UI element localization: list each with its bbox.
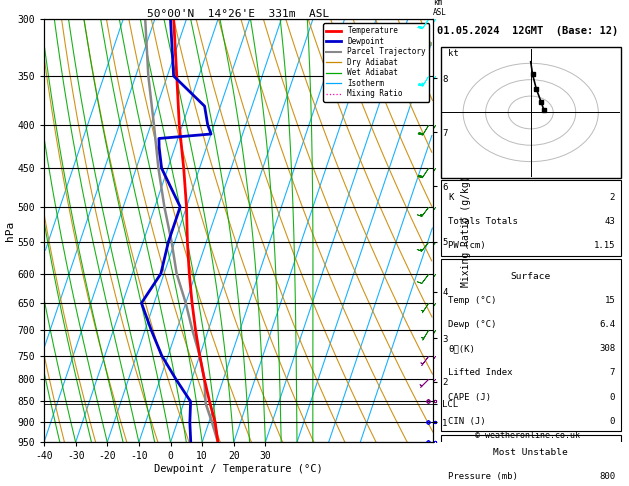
Text: Lifted Index: Lifted Index xyxy=(448,368,513,378)
Text: θᴇ(K): θᴇ(K) xyxy=(448,345,475,353)
Bar xyxy=(440,180,621,256)
Text: kt: kt xyxy=(448,49,459,58)
Text: Dewp (°C): Dewp (°C) xyxy=(448,320,496,329)
Text: 01.05.2024  12GMT  (Base: 12): 01.05.2024 12GMT (Base: 12) xyxy=(437,26,618,36)
Text: PW (cm): PW (cm) xyxy=(448,241,486,250)
Text: Surface: Surface xyxy=(511,272,551,281)
Text: km
ASL: km ASL xyxy=(433,0,447,17)
Text: 43: 43 xyxy=(604,217,615,226)
Text: Totals Totals: Totals Totals xyxy=(448,217,518,226)
Text: 0: 0 xyxy=(610,393,615,401)
Text: CAPE (J): CAPE (J) xyxy=(448,393,491,401)
Text: 6.4: 6.4 xyxy=(599,320,615,329)
Legend: Temperature, Dewpoint, Parcel Trajectory, Dry Adiabat, Wet Adiabat, Isotherm, Mi: Temperature, Dewpoint, Parcel Trajectory… xyxy=(323,23,429,102)
Text: 2: 2 xyxy=(610,193,615,202)
Bar xyxy=(440,434,621,486)
Text: Most Unstable: Most Unstable xyxy=(493,448,568,456)
Text: 800: 800 xyxy=(599,471,615,481)
Text: 1.15: 1.15 xyxy=(594,241,615,250)
Text: 7: 7 xyxy=(610,368,615,378)
Text: 15: 15 xyxy=(604,296,615,305)
Text: CIN (J): CIN (J) xyxy=(448,417,486,426)
Text: 308: 308 xyxy=(599,345,615,353)
Y-axis label: hPa: hPa xyxy=(4,221,14,241)
Y-axis label: Mixing Ratio (g/kg): Mixing Ratio (g/kg) xyxy=(461,175,471,287)
Title: 50°00'N  14°26'E  331m  ASL: 50°00'N 14°26'E 331m ASL xyxy=(147,9,330,18)
Bar xyxy=(440,259,621,431)
Text: Temp (°C): Temp (°C) xyxy=(448,296,496,305)
Text: Pressure (mb): Pressure (mb) xyxy=(448,471,518,481)
Bar xyxy=(440,47,621,178)
Text: 0: 0 xyxy=(610,417,615,426)
Text: K: K xyxy=(448,193,454,202)
Text: © weatheronline.co.uk: © weatheronline.co.uk xyxy=(476,431,581,440)
X-axis label: Dewpoint / Temperature (°C): Dewpoint / Temperature (°C) xyxy=(154,464,323,474)
